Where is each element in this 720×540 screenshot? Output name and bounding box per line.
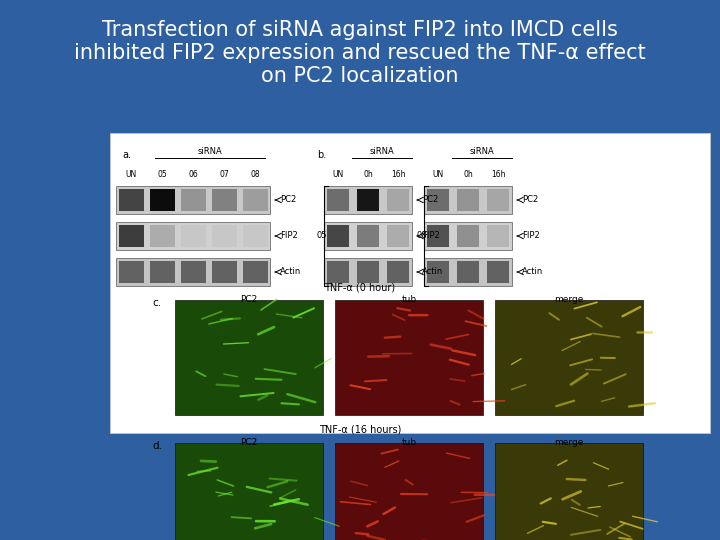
Text: UN: UN: [125, 170, 137, 179]
Text: PC2: PC2: [522, 195, 539, 205]
Text: FIP2: FIP2: [280, 232, 298, 240]
Text: d.: d.: [152, 441, 162, 451]
Text: Actin: Actin: [522, 267, 544, 276]
Text: tub: tub: [402, 295, 417, 304]
Bar: [487, 225, 509, 247]
Bar: [495, 300, 643, 415]
Bar: [119, 261, 144, 283]
Text: PC2: PC2: [280, 195, 296, 205]
Text: 06: 06: [188, 170, 198, 179]
Bar: [116, 222, 270, 250]
Text: 08: 08: [250, 170, 260, 179]
Text: Actin: Actin: [280, 267, 301, 276]
Text: UN: UN: [333, 170, 343, 179]
Bar: [335, 443, 483, 540]
Text: tub: tub: [402, 438, 417, 447]
Bar: [487, 189, 509, 211]
Bar: [119, 225, 144, 247]
Text: PC2: PC2: [240, 295, 258, 304]
Bar: [116, 258, 270, 286]
Bar: [324, 222, 412, 250]
Text: inhibited FIP2 expression and rescued the TNF-α effect: inhibited FIP2 expression and rescued th…: [74, 43, 646, 63]
Text: PC2: PC2: [240, 438, 258, 447]
Bar: [116, 186, 270, 214]
Bar: [243, 189, 268, 211]
Bar: [457, 225, 479, 247]
Bar: [119, 189, 144, 211]
Bar: [424, 186, 512, 214]
Text: TNF-α (16 hours): TNF-α (16 hours): [319, 425, 401, 435]
Bar: [150, 261, 175, 283]
Bar: [150, 225, 175, 247]
Bar: [357, 189, 379, 211]
Bar: [387, 261, 409, 283]
Bar: [324, 258, 412, 286]
Bar: [457, 261, 479, 283]
Bar: [150, 189, 175, 211]
Bar: [212, 189, 237, 211]
Text: FIP2: FIP2: [522, 232, 540, 240]
Bar: [387, 225, 409, 247]
Text: b.: b.: [317, 150, 326, 160]
Bar: [327, 225, 349, 247]
Bar: [212, 261, 237, 283]
Bar: [243, 261, 268, 283]
Text: Actin: Actin: [422, 267, 444, 276]
Text: siRNA: siRNA: [369, 147, 395, 156]
Bar: [110, 133, 710, 433]
Text: 08: 08: [416, 232, 427, 240]
Text: on PC2 localization: on PC2 localization: [261, 66, 459, 86]
Bar: [324, 186, 412, 214]
Bar: [181, 189, 206, 211]
Text: siRNA: siRNA: [469, 147, 495, 156]
Text: c.: c.: [152, 298, 161, 308]
Bar: [424, 258, 512, 286]
Bar: [212, 225, 237, 247]
Bar: [357, 261, 379, 283]
Bar: [427, 225, 449, 247]
Text: TNF-α (0 hour): TNF-α (0 hour): [325, 282, 395, 292]
Bar: [457, 189, 479, 211]
Bar: [427, 261, 449, 283]
Text: 0h: 0h: [463, 170, 473, 179]
Bar: [175, 443, 323, 540]
Bar: [327, 189, 349, 211]
Text: siRNA: siRNA: [197, 147, 222, 156]
Bar: [487, 261, 509, 283]
Bar: [357, 225, 379, 247]
Bar: [495, 443, 643, 540]
Bar: [424, 222, 512, 250]
Text: 16h: 16h: [391, 170, 405, 179]
Text: 16h: 16h: [491, 170, 505, 179]
Bar: [181, 261, 206, 283]
Text: a.: a.: [122, 150, 131, 160]
Text: FIP2: FIP2: [422, 232, 440, 240]
Text: 05: 05: [157, 170, 167, 179]
Bar: [175, 300, 323, 415]
Text: Transfection of siRNA against FIP2 into IMCD cells: Transfection of siRNA against FIP2 into …: [102, 20, 618, 40]
Bar: [181, 225, 206, 247]
Text: UN: UN: [433, 170, 444, 179]
Bar: [243, 225, 268, 247]
Bar: [427, 189, 449, 211]
Text: merge: merge: [554, 438, 584, 447]
Text: 05: 05: [317, 232, 327, 240]
Bar: [335, 300, 483, 415]
Text: merge: merge: [554, 295, 584, 304]
Text: PC2: PC2: [422, 195, 438, 205]
Bar: [327, 261, 349, 283]
Text: 07: 07: [219, 170, 229, 179]
Bar: [387, 189, 409, 211]
Text: 0h: 0h: [363, 170, 373, 179]
